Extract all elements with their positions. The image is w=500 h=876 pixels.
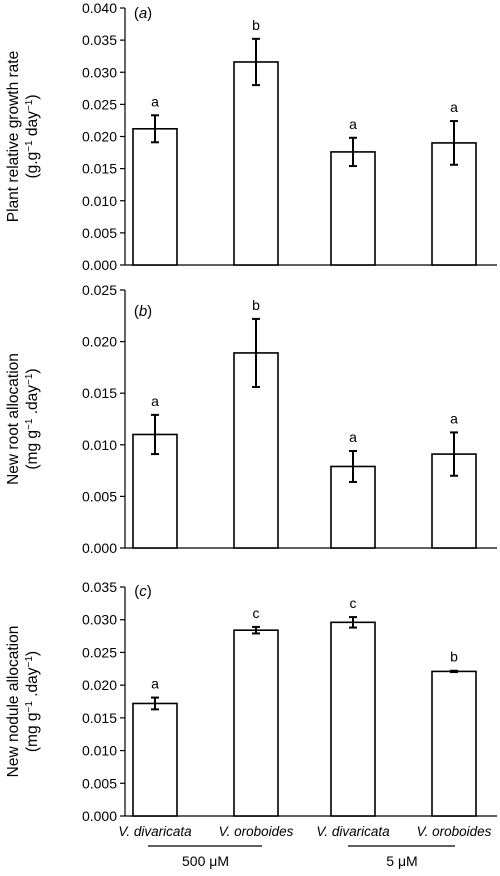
y-axis-title: (mg g−1 .day−1) (24, 368, 42, 469)
y-tick-label: 0.015 (82, 385, 117, 401)
significance-letter: a (151, 676, 159, 692)
y-axis-title: (g.g−1 day−1) (24, 94, 42, 178)
significance-letter: a (151, 393, 159, 409)
significance-letter: b (252, 297, 260, 313)
group-label: 5 μM (386, 853, 417, 869)
panel-label: (b) (134, 303, 152, 320)
bar (330, 621, 376, 817)
chart-panel-2: 0.000 0.005 0.010 0.015 0.020 0.025 (b) New roo… (5, 282, 497, 556)
y-tick-label: 0.010 (82, 743, 117, 759)
significance-letter: a (349, 429, 357, 445)
y-tick-label: 0.035 (82, 32, 117, 48)
y-tick-label: 0.000 (82, 808, 117, 824)
y-tick-label: 0.030 (82, 612, 117, 628)
group-label: 500 μM (182, 853, 229, 869)
panel-label: (c) (134, 583, 152, 600)
chart-panel-1: 0.000 0.005 0.010 0.015 0.020 0.025 0.030 0.035… (5, 0, 497, 273)
y-tick-label: 0.025 (82, 96, 117, 112)
significance-letter: b (450, 649, 458, 665)
y-tick-label: 0.005 (82, 225, 117, 241)
y-axis-title: Plant relative growth rate (5, 51, 22, 222)
y-tick-label: 0.010 (82, 437, 117, 453)
y-axis-title: New root allocation (5, 353, 22, 485)
bar (132, 702, 178, 817)
y-tick-label: 0.020 (82, 129, 117, 145)
significance-letter: b (252, 17, 260, 33)
bar (132, 127, 178, 266)
x-category-label: V. oroboides (219, 824, 294, 839)
significance-letter: a (349, 116, 357, 132)
chart-panel-3: 0.000 0.005 0.010 0.015 0.020 0.025 0.030 0.035… (5, 579, 497, 824)
y-tick-label: 0.005 (82, 488, 117, 504)
bar (330, 151, 376, 266)
bar (233, 629, 279, 817)
bar (431, 670, 477, 817)
significance-letter: a (450, 99, 458, 115)
y-tick-label: 0.040 (82, 0, 117, 16)
y-tick-label: 0.015 (82, 161, 117, 177)
y-tick-label: 0.030 (82, 64, 117, 80)
bar (233, 61, 279, 266)
y-axis-title: New nodule allocation (5, 626, 22, 778)
y-tick-label: 0.000 (82, 257, 117, 273)
significance-letter: c (253, 605, 260, 621)
significance-letter: a (450, 410, 458, 426)
y-tick-label: 0.025 (82, 644, 117, 660)
y-tick-label: 0.005 (82, 775, 117, 791)
y-tick-label: 0.020 (82, 677, 117, 693)
x-category-label: V. divaricata (118, 824, 192, 839)
y-tick-label: 0.010 (82, 193, 117, 209)
y-tick-label: 0.015 (82, 710, 117, 726)
panel-label: (a) (134, 5, 152, 22)
x-category-label: V. oroboides (417, 824, 492, 839)
significance-letter: c (350, 595, 357, 611)
y-tick-label: 0.020 (82, 334, 117, 350)
y-tick-label: 0.035 (82, 579, 117, 595)
y-axis-title: (mg g−1 .day−1) (24, 651, 42, 752)
significance-letter: a (151, 93, 159, 109)
y-tick-label: 0.000 (82, 540, 117, 556)
y-tick-label: 0.025 (82, 282, 117, 298)
x-category-label: V. divaricata (316, 824, 390, 839)
